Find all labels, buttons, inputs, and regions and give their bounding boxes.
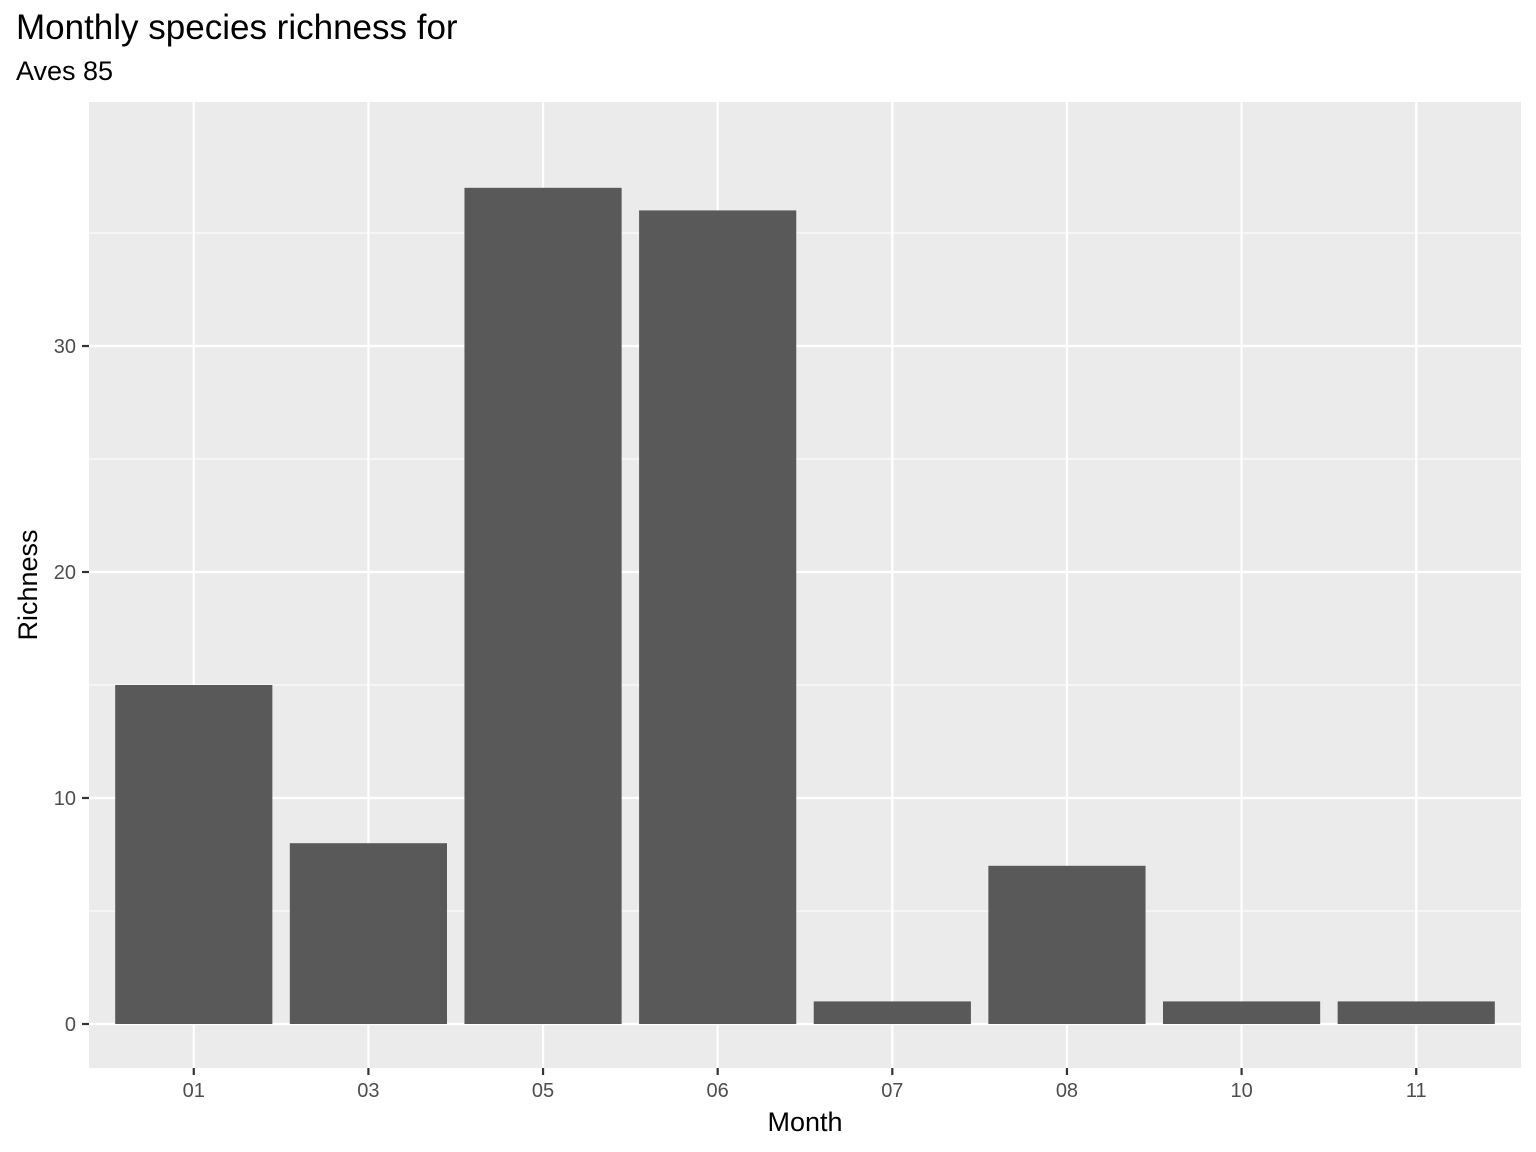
x-tick-label: 08 xyxy=(1056,1080,1078,1102)
bar-05 xyxy=(464,187,622,1025)
x-tick-label: 07 xyxy=(881,1080,903,1102)
y-tick-label: 0 xyxy=(65,1014,76,1036)
x-tick-label: 10 xyxy=(1230,1080,1252,1102)
y-tick-label: 30 xyxy=(54,336,76,358)
bars xyxy=(115,187,1495,1025)
chart-title: Monthly species richness for xyxy=(16,8,458,47)
x-tick-label: 11 xyxy=(1406,1080,1427,1102)
chart-subtitle: Aves 85 xyxy=(16,56,114,86)
x-axis: 01 03 05 06 07 08 10 11 xyxy=(183,1068,1427,1102)
bar-01 xyxy=(115,685,273,1024)
y-tick-label: 10 xyxy=(54,788,76,810)
x-tick-label: 06 xyxy=(707,1080,729,1102)
x-tick-label: 01 xyxy=(183,1080,205,1102)
y-axis: 0 10 20 30 xyxy=(54,336,89,1036)
bar-03 xyxy=(289,843,447,1024)
bar-06 xyxy=(639,210,797,1024)
bar-08 xyxy=(988,865,1146,1024)
bar-07 xyxy=(813,1001,971,1024)
bar-11 xyxy=(1337,1001,1495,1024)
y-axis-title: Richness xyxy=(13,529,43,640)
bar-10 xyxy=(1163,1001,1321,1024)
x-axis-title: Month xyxy=(767,1107,842,1137)
x-tick-label: 03 xyxy=(357,1080,379,1102)
x-tick-label: 05 xyxy=(532,1080,554,1102)
y-tick-label: 20 xyxy=(54,562,76,584)
